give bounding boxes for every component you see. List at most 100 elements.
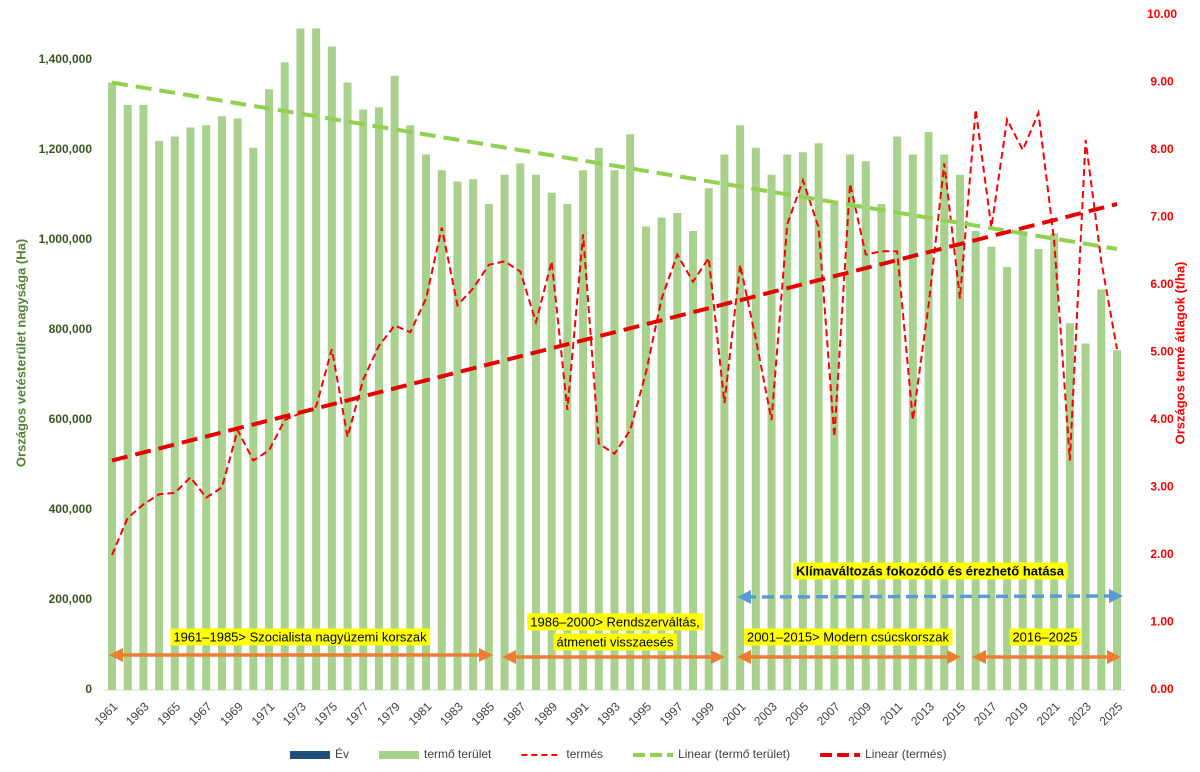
y2-tick-label: 0.00 <box>1150 682 1174 696</box>
x-tick-label: 2013 <box>908 699 937 728</box>
x-tick-label: 2019 <box>1002 699 1031 728</box>
x-tick-label: 2011 <box>877 699 905 727</box>
bar <box>908 154 917 690</box>
x-tick-label: 2009 <box>845 699 874 728</box>
era-label: 2016–2025 <box>1012 629 1077 644</box>
bar <box>453 181 462 690</box>
y2-tick-label: 7.00 <box>1150 210 1174 224</box>
x-tick-label: 1979 <box>374 699 403 728</box>
label-highlight <box>553 633 678 651</box>
x-tick-label: 1999 <box>688 699 717 728</box>
bar <box>1065 323 1074 690</box>
legend-label: termő terület <box>424 747 492 761</box>
bar <box>500 174 509 690</box>
label-highlight <box>527 613 703 631</box>
y2-tick-label: 6.00 <box>1150 277 1174 291</box>
x-tick-label: 1977 <box>343 699 372 728</box>
x-tick-label: 1993 <box>594 699 623 728</box>
bar <box>610 170 619 690</box>
bar <box>312 28 321 690</box>
era-label: 1961–1985> Szocialista nagyüzemi korszak <box>173 629 427 644</box>
bar <box>327 46 336 690</box>
bar <box>767 174 776 690</box>
y2-tick-label: 10.00 <box>1147 7 1177 21</box>
bar <box>1003 267 1012 690</box>
x-tick-label: 2021 <box>1034 699 1063 728</box>
x-tick-label: 1985 <box>468 699 497 728</box>
bar <box>155 141 164 690</box>
x-tick-label: 2017 <box>971 699 1000 728</box>
y-tick-label: 0 <box>85 682 92 696</box>
bar <box>861 161 870 690</box>
legend-label: Linear (termő terület) <box>678 747 790 761</box>
bar <box>955 174 964 690</box>
bar <box>139 105 148 690</box>
bar <box>987 246 996 690</box>
y2-tick-label: 3.00 <box>1150 480 1174 494</box>
x-tick-label: 2005 <box>783 699 812 728</box>
bar <box>531 174 540 690</box>
bar <box>1050 233 1059 690</box>
x-tick-label: 1967 <box>186 699 215 728</box>
x-tick-label: 1963 <box>123 699 152 728</box>
y-tick-label: 200,000 <box>49 592 93 606</box>
x-tick-label: 1987 <box>500 699 529 728</box>
era-label: 2001–2015> Modern csúcskorszak <box>747 629 949 644</box>
legend-swatch <box>379 751 420 759</box>
bar <box>1034 249 1043 690</box>
bar <box>217 116 226 690</box>
x-tick-label: 1983 <box>437 699 466 728</box>
bar <box>783 154 792 690</box>
bar <box>940 154 949 690</box>
legend-swatch <box>290 751 330 759</box>
bar <box>296 28 305 690</box>
bar <box>563 204 572 690</box>
legend-label: Év <box>335 746 349 761</box>
era-label: átmeneti visszaesés <box>556 634 674 649</box>
legend: Év termő terület termés Linear (termő terül… <box>290 746 946 761</box>
x-tick-label: 2023 <box>1065 699 1094 728</box>
x-tick-label: 1961 <box>92 699 121 728</box>
bar <box>704 188 713 690</box>
label-highlight <box>744 628 953 646</box>
bar <box>249 147 258 690</box>
climate-label: Klímaváltozás fokozódó és érezhető hatás… <box>796 563 1065 578</box>
y2-tick-label: 5.00 <box>1150 345 1174 359</box>
x-tick-label: 2025 <box>1097 699 1126 728</box>
bar <box>720 154 729 690</box>
y-tick-label: 1,000,000 <box>39 232 93 246</box>
bar <box>343 82 352 690</box>
bar <box>280 62 289 690</box>
bar <box>202 125 211 690</box>
bar <box>893 136 902 690</box>
bar <box>830 204 839 690</box>
y2-tick-label: 9.00 <box>1150 75 1174 89</box>
x-tick-label: 1975 <box>311 699 340 728</box>
y-tick-label: 400,000 <box>49 502 93 516</box>
bar <box>1081 343 1090 690</box>
bar <box>877 204 886 690</box>
bar <box>689 231 698 690</box>
bar <box>736 125 745 690</box>
bar <box>374 107 383 690</box>
bar <box>798 152 807 690</box>
bar <box>469 179 478 690</box>
bar <box>814 143 823 690</box>
y2-tick-label: 2.00 <box>1150 547 1174 561</box>
bar <box>673 213 682 690</box>
bar <box>641 226 650 690</box>
bar <box>751 147 760 690</box>
y2-tick-label: 4.00 <box>1150 412 1174 426</box>
bar <box>484 204 493 690</box>
climate-arrow <box>737 589 1123 604</box>
bar <box>170 136 179 690</box>
y2-tick-label: 8.00 <box>1150 142 1174 156</box>
y2-tick-label: 1.00 <box>1150 615 1174 629</box>
bar <box>1113 350 1121 690</box>
bar <box>547 192 556 690</box>
bar <box>123 105 132 690</box>
x-tick-label: 1991 <box>563 699 592 728</box>
x-tick-label: 1981 <box>406 699 435 728</box>
bar <box>108 82 116 690</box>
